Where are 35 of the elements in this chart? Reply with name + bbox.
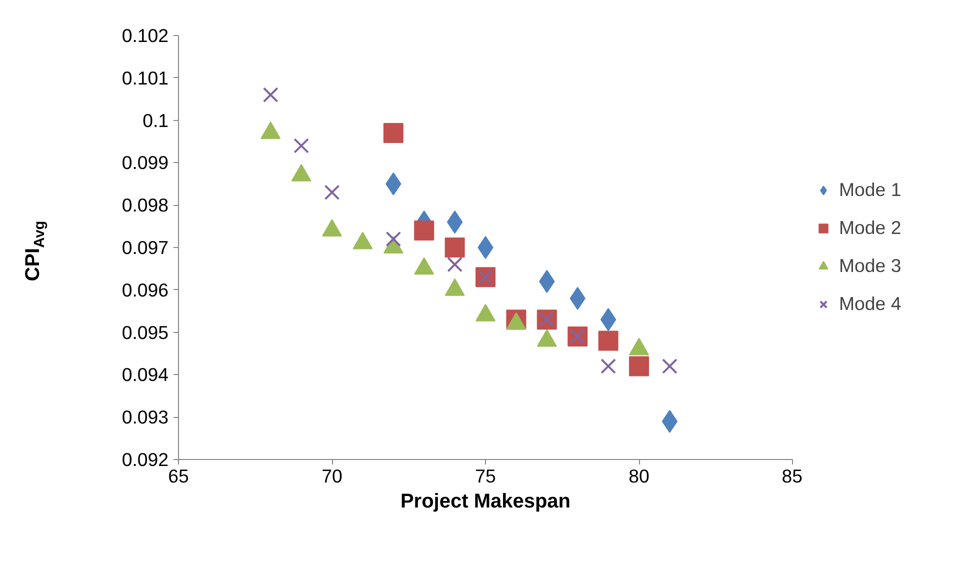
point [262, 87, 278, 103]
point [662, 410, 678, 433]
x-tick-label: 70 [322, 466, 342, 486]
point [324, 184, 340, 200]
y-tick-label: 0.101 [122, 67, 168, 88]
point [447, 256, 463, 272]
y-tick-label: 0.094 [122, 364, 168, 386]
y-tick-label: 0.096 [122, 279, 168, 300]
point [444, 238, 465, 258]
x-tick-label: 75 [475, 466, 496, 486]
legend-label: Mode 1 [839, 179, 902, 201]
y-tick-label: 0.092 [122, 449, 168, 470]
x-tick-label: 65 [168, 466, 189, 486]
point [383, 123, 404, 144]
y-tick-label: 0.1 [142, 110, 169, 131]
y-tick-label: 0.095 [122, 322, 168, 343]
y-tick-label: 0.099 [122, 152, 168, 174]
y-tick-label: 0.102 [122, 25, 168, 46]
point [446, 210, 463, 234]
point [600, 358, 616, 374]
point [598, 330, 618, 351]
x-axis-title: Project Makespan [400, 490, 571, 512]
point [414, 220, 434, 241]
point [294, 138, 310, 154]
y-tick-label: 0.098 [122, 194, 168, 216]
y-tick-label: 0.097 [122, 237, 168, 258]
x-tick-label: 85 [782, 466, 803, 486]
x-tick-label: 80 [628, 466, 650, 486]
legend-label: Mode 4 [839, 293, 902, 315]
legend-label: Mode 2 [839, 217, 902, 239]
legend-label: Mode 3 [839, 255, 902, 277]
y-tick-label: 0.093 [122, 406, 168, 428]
point [629, 356, 649, 376]
point [662, 358, 678, 374]
point [600, 308, 616, 332]
